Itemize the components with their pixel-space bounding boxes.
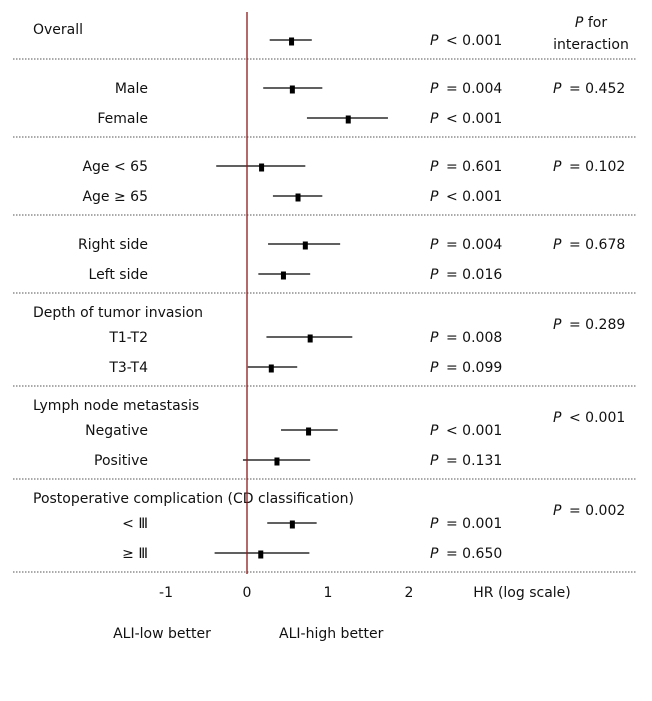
row-p-5-0-p-letter: P	[430, 423, 439, 439]
row-p-3-0-value: = 0.004	[446, 237, 502, 253]
point-estimate-2-1	[295, 193, 301, 202]
row-p-6-1-p-letter: P	[430, 546, 439, 562]
row-label-6-0: < Ⅲ	[122, 516, 148, 532]
interaction-header-line1: P for	[575, 15, 607, 31]
point-estimate-3-0	[302, 241, 308, 250]
row-p-6-1-value: = 0.650	[446, 546, 502, 562]
point-estimate-4-0	[307, 334, 313, 343]
row-label-6-1: ≥ Ⅲ	[122, 546, 148, 562]
row-p-4-1-p-letter: P	[430, 360, 439, 376]
row-p-1-0-value: = 0.004	[446, 81, 502, 97]
row-label-4-1: T3-T4	[108, 360, 148, 376]
row-p-5-0-value: < 0.001	[446, 423, 502, 439]
row-label-1-1: Female	[97, 111, 148, 127]
interaction-p-6-p-letter: P	[553, 503, 562, 519]
point-estimate-5-1	[274, 457, 280, 466]
x-tick-label-3: 2	[405, 585, 414, 601]
point-estimate-6-0	[289, 520, 295, 529]
row-p-3-1-p-letter: P	[430, 267, 439, 283]
point-estimate-1-0	[289, 85, 295, 94]
row-label-2-0: Age < 65	[82, 159, 148, 175]
row-label-1-0: Male	[115, 81, 148, 97]
row-p-2-1-value: < 0.001	[446, 189, 502, 205]
row-p-2-1-p-letter: P	[430, 189, 439, 205]
row-label-5-0: Negative	[85, 423, 148, 439]
row-p-1-0-p-letter: P	[430, 81, 439, 97]
interaction-p-1-value: = 0.452	[569, 81, 625, 97]
point-estimate-3-1	[280, 271, 286, 280]
row-p-5-1-value: = 0.131	[446, 453, 502, 469]
interaction-p-5-p-letter: P	[553, 410, 562, 426]
group-label-5: Lymph node metastasis	[33, 398, 199, 414]
direction-label-right: ALI-high better	[279, 626, 384, 642]
row-p-0-0-value: < 0.001	[446, 33, 502, 49]
row-p-3-0-p-letter: P	[430, 237, 439, 253]
group-label-4: Depth of tumor invasion	[33, 305, 203, 321]
interaction-p-3-p-letter: P	[553, 237, 562, 253]
point-estimate-4-1	[268, 364, 274, 373]
interaction-p-1-p-letter: P	[553, 81, 562, 97]
x-tick-label-2: 1	[324, 585, 333, 601]
x-tick-label-0: -1	[159, 585, 173, 601]
row-label-3-0: Right side	[78, 237, 148, 253]
row-p-6-0-p-letter: P	[430, 516, 439, 532]
point-estimate-6-1	[258, 550, 264, 559]
group-label-6: Postoperative complication (CD classific…	[33, 491, 354, 507]
row-label-4-0: T1-T2	[108, 330, 148, 346]
interaction-p-4-p-letter: P	[553, 317, 562, 333]
point-estimate-1-1	[345, 115, 351, 124]
point-estimate-2-0	[259, 163, 265, 172]
row-p-3-1-value: = 0.016	[446, 267, 502, 283]
row-p-5-1-p-letter: P	[430, 453, 439, 469]
x-axis-label: HR (log scale)	[473, 585, 571, 601]
interaction-p-2-value: = 0.102	[569, 159, 625, 175]
x-tick-label-1: 0	[243, 585, 252, 601]
interaction-p-6-value: = 0.002	[569, 503, 625, 519]
group-label-0: Overall	[33, 22, 83, 38]
row-label-2-1: Age ≥ 65	[82, 189, 148, 205]
interaction-p-2-p-letter: P	[553, 159, 562, 175]
point-estimate-0-0	[289, 37, 295, 46]
direction-label-left: ALI-low better	[113, 626, 211, 642]
interaction-p-3-value: = 0.678	[569, 237, 625, 253]
row-p-4-1-value: = 0.099	[446, 360, 502, 376]
row-label-3-1: Left side	[89, 267, 148, 283]
row-p-2-0-p-letter: P	[430, 159, 439, 175]
interaction-header-line2: interaction	[553, 37, 629, 53]
row-p-4-0-value: = 0.008	[446, 330, 502, 346]
row-p-2-0-value: = 0.601	[446, 159, 502, 175]
row-p-4-0-p-letter: P	[430, 330, 439, 346]
row-label-5-1: Positive	[94, 453, 148, 469]
interaction-p-4-value: = 0.289	[569, 317, 625, 333]
row-p-1-1-p-letter: P	[430, 111, 439, 127]
point-estimate-5-0	[306, 427, 312, 436]
row-p-0-0-p-letter: P	[430, 33, 439, 49]
row-p-6-0-value: = 0.001	[446, 516, 502, 532]
interaction-p-5-value: < 0.001	[569, 410, 625, 426]
row-p-1-1-value: < 0.001	[446, 111, 502, 127]
